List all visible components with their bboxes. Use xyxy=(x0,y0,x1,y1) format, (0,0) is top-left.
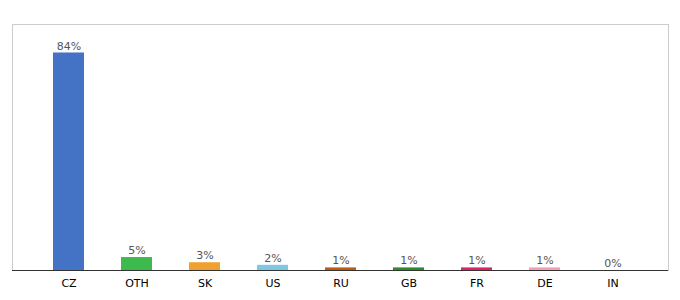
svg-text:3%: 3% xyxy=(196,249,213,262)
svg-text:SK: SK xyxy=(198,277,213,290)
svg-text:84%: 84% xyxy=(57,40,81,53)
svg-text:1%: 1% xyxy=(536,254,553,267)
svg-text:2%: 2% xyxy=(264,252,281,265)
svg-text:DE: DE xyxy=(537,277,552,290)
svg-text:FR: FR xyxy=(470,277,484,290)
svg-text:CZ: CZ xyxy=(61,277,77,290)
svg-text:OTH: OTH xyxy=(125,277,149,290)
svg-text:US: US xyxy=(265,277,280,290)
svg-text:0%: 0% xyxy=(604,257,621,270)
svg-text:5%: 5% xyxy=(128,244,145,257)
svg-text:GB: GB xyxy=(401,277,417,290)
svg-text:1%: 1% xyxy=(400,254,417,267)
svg-text:1%: 1% xyxy=(332,254,349,267)
svg-text:RU: RU xyxy=(333,277,349,290)
svg-text:1%: 1% xyxy=(468,254,485,267)
svg-text:IN: IN xyxy=(607,277,618,290)
